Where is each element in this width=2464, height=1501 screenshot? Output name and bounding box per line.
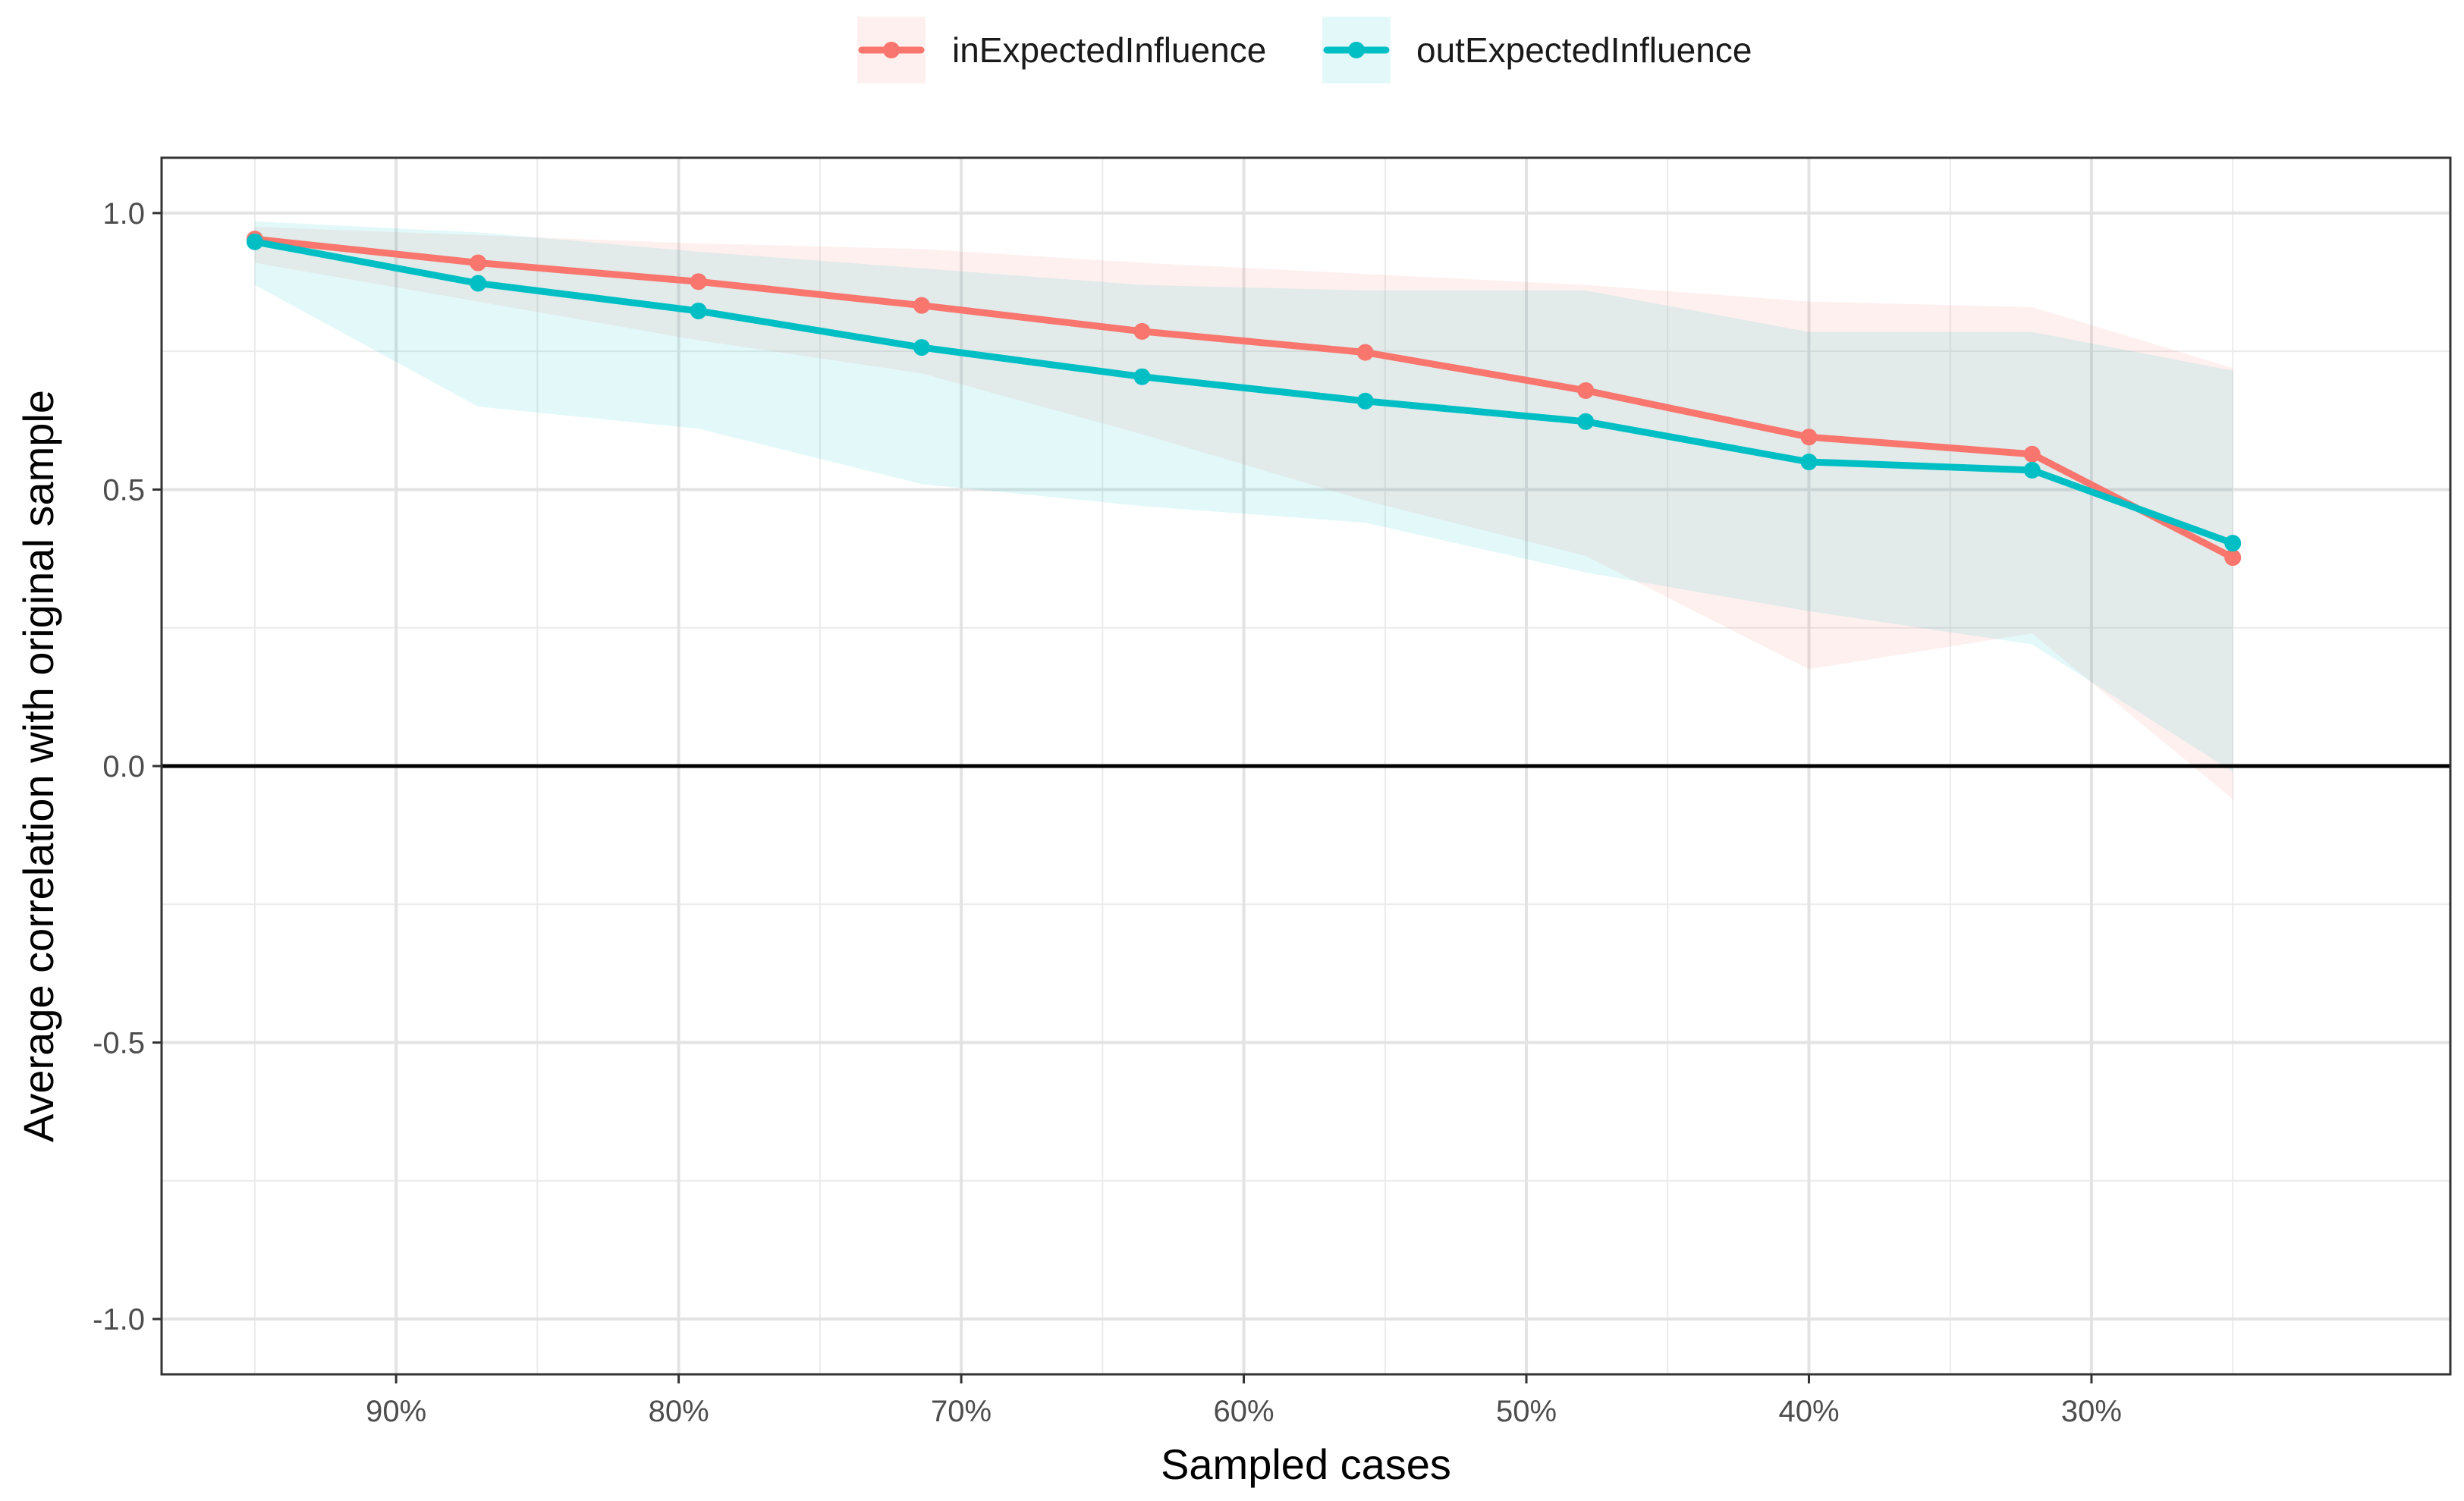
legend-item-outExpectedInfluence: outExpectedInfluence <box>1322 17 1752 83</box>
series-lines <box>251 235 2236 561</box>
y-tick-label: -0.5 <box>93 1027 145 1060</box>
data-point-inExpectedInfluence <box>913 297 930 314</box>
axis-labels: 1.0 0.5 0.0 -0.5 -1.0 90% 80% 70% 60% 50% 40% 30% Sa… <box>14 197 2122 1488</box>
data-point-outExpectedInfluence <box>470 275 487 292</box>
x-axis-title: Sampled cases <box>1161 1440 1451 1488</box>
legend-key-point <box>1348 42 1365 58</box>
series-points <box>246 231 2242 567</box>
ribbon-outExpectedInfluence <box>254 221 2233 772</box>
data-point-inExpectedInfluence <box>1356 344 1374 361</box>
y-tick-label: 0.5 <box>102 473 145 507</box>
data-point-outExpectedInfluence <box>1800 454 1818 470</box>
data-point-inExpectedInfluence <box>1800 429 1818 446</box>
data-point-inExpectedInfluence <box>1133 322 1151 340</box>
y-axis-title: Average correlation with original sample <box>14 390 62 1142</box>
data-point-inExpectedInfluence <box>2224 549 2242 567</box>
data-point-outExpectedInfluence <box>1356 392 1374 410</box>
legend-key-point <box>883 42 900 58</box>
x-tick-label: 50% <box>1496 1395 1557 1428</box>
data-point-outExpectedInfluence <box>2224 535 2242 552</box>
x-tick-label: 90% <box>366 1395 426 1428</box>
data-point-outExpectedInfluence <box>246 233 263 250</box>
y-tick-label: 0.0 <box>102 750 145 783</box>
legend-label: inExpectedInfluence <box>952 30 1266 70</box>
data-point-outExpectedInfluence <box>2023 461 2041 479</box>
x-tick-label: 70% <box>931 1395 992 1428</box>
y-tick-label: -1.0 <box>93 1303 145 1336</box>
data-point-outExpectedInfluence <box>913 339 930 356</box>
x-tick-label: 30% <box>2061 1395 2122 1428</box>
data-point-inExpectedInfluence <box>2023 445 2041 463</box>
data-point-inExpectedInfluence <box>1577 382 1595 399</box>
y-tick-label: 1.0 <box>102 197 145 231</box>
series-line-inExpectedInfluence <box>251 235 2236 561</box>
ribbon-inExpectedInfluence <box>254 227 2233 799</box>
data-point-outExpectedInfluence <box>1133 368 1151 385</box>
legend-item-inExpectedInfluence: inExpectedInfluence <box>857 17 1266 83</box>
data-point-inExpectedInfluence <box>470 254 487 272</box>
data-point-outExpectedInfluence <box>690 302 707 319</box>
x-tick-label: 80% <box>649 1395 709 1428</box>
x-tick-label: 40% <box>1778 1395 1839 1428</box>
data-point-outExpectedInfluence <box>1577 413 1595 430</box>
legend-label: outExpectedInfluence <box>1416 30 1752 70</box>
data-point-inExpectedInfluence <box>690 273 707 290</box>
x-tick-label: 60% <box>1214 1395 1274 1428</box>
series-line-outExpectedInfluence <box>251 238 2236 547</box>
confidence-ribbons <box>254 221 2233 799</box>
legend: inExpectedInfluence outExpectedInfluence <box>857 17 1752 83</box>
